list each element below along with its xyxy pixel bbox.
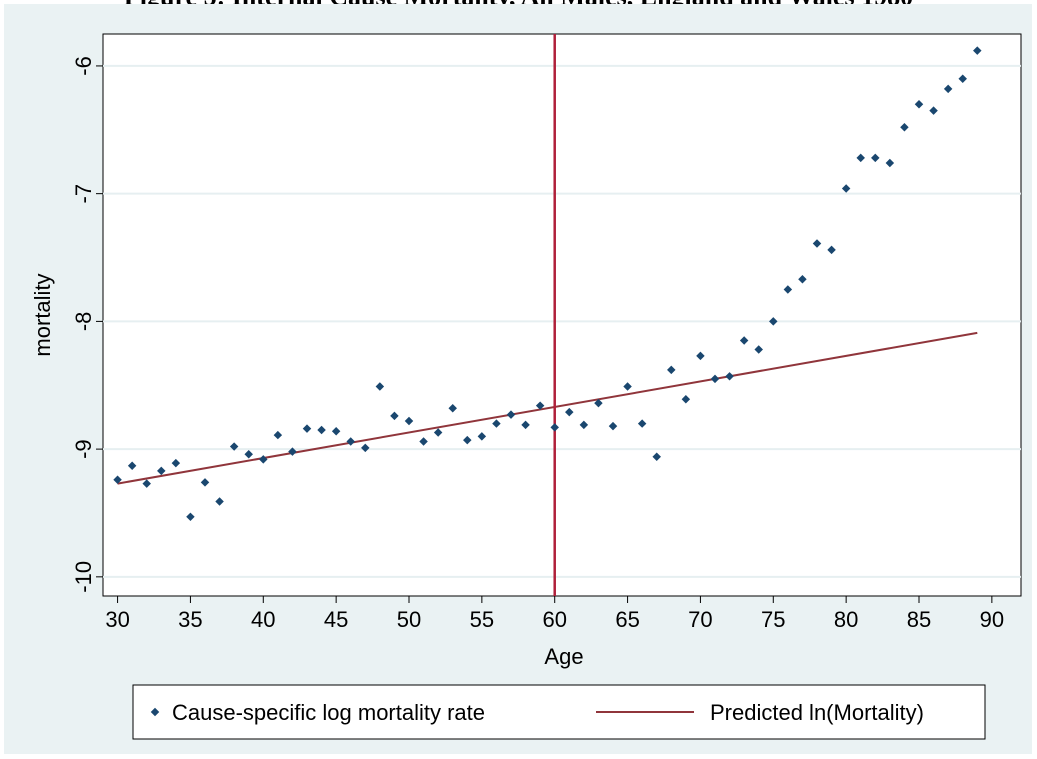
- legend: Cause-specific log mortality rate Predic…: [132, 684, 986, 740]
- x-tick-label: 45: [324, 607, 348, 632]
- x-tick-label: 80: [834, 607, 858, 632]
- x-tick-label: 30: [105, 607, 129, 632]
- data-point: [433, 428, 443, 437]
- y-axis: -10 -9 -8 -7 -6: [71, 56, 103, 593]
- data-point: [171, 458, 181, 468]
- data-point: [157, 466, 166, 476]
- scatter-chart: 30 35 40 45 50 55 60 65 70 75 80 85 90 -10 -9 -8 -7 -6 A…: [30, 33, 1022, 740]
- y-tick-label: -8: [71, 312, 96, 332]
- data-point: [331, 426, 341, 436]
- x-tick-label: 55: [470, 607, 494, 632]
- data-point: [419, 437, 428, 446]
- data-point: [215, 497, 224, 506]
- y-tick-label: -9: [71, 439, 96, 459]
- data-point: [200, 478, 210, 487]
- data-point: [273, 430, 283, 440]
- x-tick-label: 75: [761, 607, 785, 632]
- data-point: [404, 416, 414, 426]
- x-tick-label: 90: [980, 607, 1004, 632]
- data-point: [463, 435, 472, 445]
- legend-label-scatter: Cause-specific log mortality rate: [172, 700, 485, 725]
- data-point: [229, 442, 239, 451]
- x-tick-label: 35: [178, 607, 202, 632]
- data-point: [142, 479, 151, 488]
- gridlines: [103, 64, 1021, 578]
- legend-box: [132, 684, 986, 740]
- y-tick-label: -6: [71, 56, 96, 76]
- y-tick-label: -10: [71, 561, 96, 593]
- x-axis: 30 35 40 45 50 55 60 65 70 75 80 85 90: [105, 596, 1004, 632]
- data-point: [302, 424, 312, 433]
- data-point: [113, 475, 122, 485]
- x-tick-label: 50: [397, 607, 421, 632]
- data-point: [259, 455, 268, 464]
- data-point: [127, 461, 137, 470]
- data-point: [317, 425, 326, 435]
- y-tick-label: -7: [71, 184, 96, 204]
- chart-frame: 30 35 40 45 50 55 60 65 70 75 80 85 90 -10 -9 -8 -7 -6 A…: [4, 4, 1032, 754]
- data-point: [288, 447, 297, 456]
- plot-area: [102, 33, 1022, 597]
- legend-label-predicted: Predicted ln(Mortality): [710, 700, 924, 725]
- data-point: [244, 449, 253, 459]
- x-tick-label: 70: [688, 607, 712, 632]
- x-tick-label: 40: [251, 607, 275, 632]
- x-tick-label: 65: [615, 607, 639, 632]
- data-point: [492, 419, 501, 428]
- data-point: [448, 403, 457, 413]
- data-point: [346, 437, 355, 446]
- x-tick-label: 85: [907, 607, 931, 632]
- data-point: [390, 411, 399, 421]
- y-axis-title: mortality: [30, 273, 55, 356]
- data-point: [361, 443, 370, 453]
- data-point: [477, 432, 487, 441]
- x-tick-label: 60: [542, 607, 566, 632]
- data-point: [375, 382, 385, 391]
- x-axis-title: Age: [544, 644, 583, 669]
